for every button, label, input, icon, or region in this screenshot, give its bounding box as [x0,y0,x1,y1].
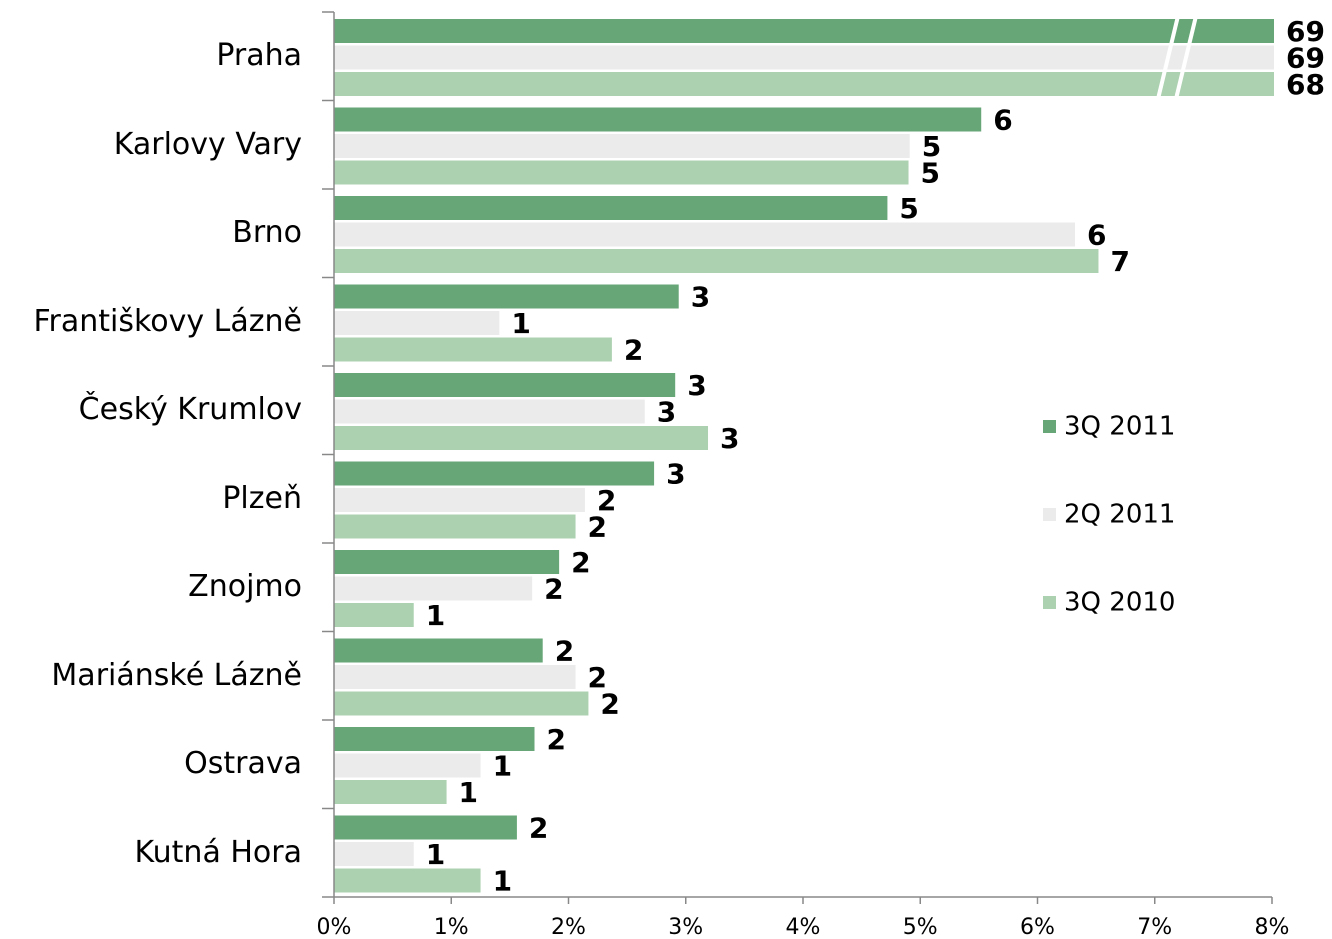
value-label: 2 [546,723,565,756]
bar [334,72,1274,96]
bar [334,691,589,716]
value-label: 5 [899,192,918,225]
bar [334,815,517,840]
value-label: 2 [571,546,590,579]
category-label: Kutná Hora [134,834,302,870]
axis-break [1156,15,1180,100]
bar [334,249,1099,273]
category-label: Ostrava [184,746,302,782]
x-tick-label: 6% [1020,915,1055,939]
value-label: 7 [1110,245,1129,278]
bar [334,727,535,751]
value-label: 1 [426,838,445,871]
bar [334,284,679,309]
value-label: 2 [624,334,643,367]
x-tick-label: 2% [551,915,586,939]
value-label: 2 [600,688,619,721]
value-label: 1 [426,599,445,632]
x-tick-label: 7% [1137,915,1172,939]
bar [334,399,645,424]
value-label: 2 [597,484,616,517]
x-tick-label: 0% [317,915,352,939]
value-label: 1 [511,307,530,340]
bar [334,45,1274,70]
value-label: 2 [529,812,548,845]
value-label: 3 [657,396,676,429]
bar [334,488,585,512]
value-label: 5 [922,130,941,163]
value-label: 1 [493,865,512,898]
bar [334,222,1076,247]
bar [334,514,576,539]
bar [334,160,909,185]
category-label: Brno [232,215,302,251]
bar [334,373,676,397]
x-tick-label: 5% [903,915,938,939]
legend-label: 3Q 2011 [1064,412,1175,442]
value-label: 2 [544,573,563,606]
bar [334,780,447,804]
value-label: 3 [691,281,710,314]
value-label: 69 [1286,42,1325,75]
legend-swatch [1043,508,1056,521]
category-label: Mariánské Lázně [51,657,302,693]
bar [334,550,560,574]
bar [334,19,1274,43]
bar [334,638,543,663]
value-label: 3 [666,458,685,491]
x-tick-label: 1% [434,915,469,939]
x-tick-label: 3% [668,915,703,939]
bar [334,461,655,486]
legend-swatch [1043,596,1056,609]
bar [334,576,533,601]
bar [334,603,414,627]
bar [334,842,414,866]
value-label: 1 [459,776,478,809]
bar [334,134,910,158]
bar [334,753,481,778]
category-label: Český Krumlov [78,392,302,428]
x-tick-label: 8% [1255,915,1290,939]
bar [334,107,982,132]
bar [334,311,500,335]
bar [334,337,612,362]
category-label: Plzeň [222,480,302,516]
bar [334,868,481,893]
value-label: 3 [720,422,739,455]
category-label: Znojmo [188,569,302,605]
value-label: 3 [687,369,706,402]
legend-label: 3Q 2010 [1064,588,1175,618]
value-label: 5 [921,157,940,190]
category-label: Karlovy Vary [113,126,302,162]
value-label: 69 [1286,15,1325,48]
bar [334,196,888,220]
bar [334,426,709,450]
axis-break [1174,15,1198,100]
value-label: 6 [993,104,1012,137]
value-label: 68 [1286,68,1325,101]
legend-label: 2Q 2011 [1064,500,1175,530]
value-label: 2 [588,511,607,544]
category-label: Praha [216,38,302,74]
category-label: Františkovy Lázně [33,303,302,339]
bar [334,665,576,689]
value-label: 6 [1087,219,1106,252]
legend-swatch [1043,420,1056,433]
value-label: 2 [555,635,574,668]
value-label: 1 [493,750,512,783]
value-label: 2 [588,661,607,694]
x-tick-label: 4% [786,915,821,939]
